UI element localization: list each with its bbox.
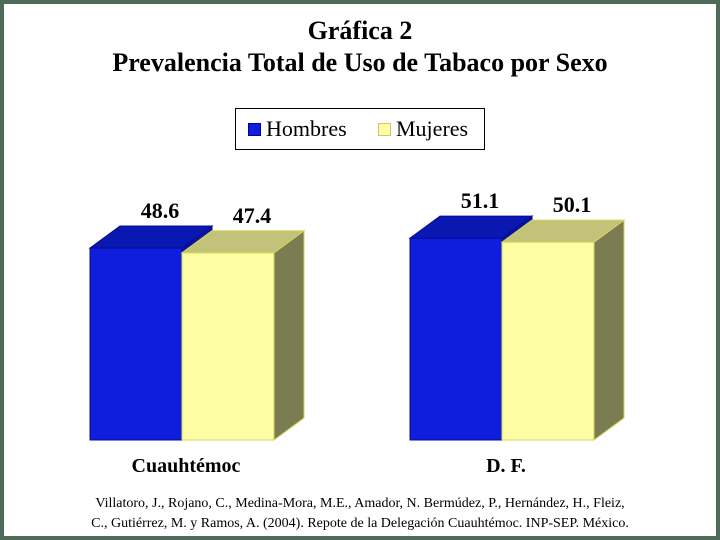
legend-swatch-mujeres [378, 122, 391, 136]
bar-top-g1-s0 [408, 215, 534, 239]
chart-title: Gráfica 2 [307, 16, 413, 45]
category-label-0: Cuauhtémoc [132, 455, 241, 477]
data-label-g1-s0: 51.1 [461, 188, 500, 213]
bar-g0-s1 [181, 252, 275, 441]
legend-label-hombres: Hombres [266, 116, 347, 141]
bar-top-g1-s1 [500, 219, 626, 243]
bar-top-g0-s1 [180, 230, 306, 254]
data-label-g0-s1: 47.4 [233, 203, 272, 228]
bar-g0-s0 [89, 247, 183, 441]
category-label-1: D. F. [486, 455, 526, 477]
bar-side-g0-s1 [273, 229, 305, 441]
data-label-g1-s1: 50.1 [553, 192, 592, 217]
legend-item-hombres: Hombres [248, 116, 347, 141]
source-line-2: C., Gutiérrez, M. y Ramos, A. (2004). Re… [91, 516, 629, 531]
chart-frame: Gráfica 2 Prevalencia Total de Uso de Ta… [4, 4, 716, 536]
legend-item-mujeres: Mujeres [378, 116, 469, 141]
bar-top-g0-s0 [88, 225, 214, 249]
legend-swatch-hombres [248, 122, 261, 136]
legend: Hombres Mujeres [235, 108, 485, 150]
bar-g1-s0 [409, 237, 503, 441]
source-line-1: Villatoro, J., Rojano, C., Medina-Mora, … [95, 496, 625, 511]
bar-g1-s1 [501, 241, 595, 441]
bar-side-g1-s1 [593, 219, 625, 441]
bar-chart: 48.6 47.4 Cuauhtémoc 51.1 50.1 D. F. [88, 188, 626, 477]
data-label-g0-s0: 48.6 [141, 198, 180, 223]
chart-subtitle: Prevalencia Total de Uso de Tabaco por S… [112, 48, 608, 77]
legend-label-mujeres: Mujeres [396, 116, 469, 141]
